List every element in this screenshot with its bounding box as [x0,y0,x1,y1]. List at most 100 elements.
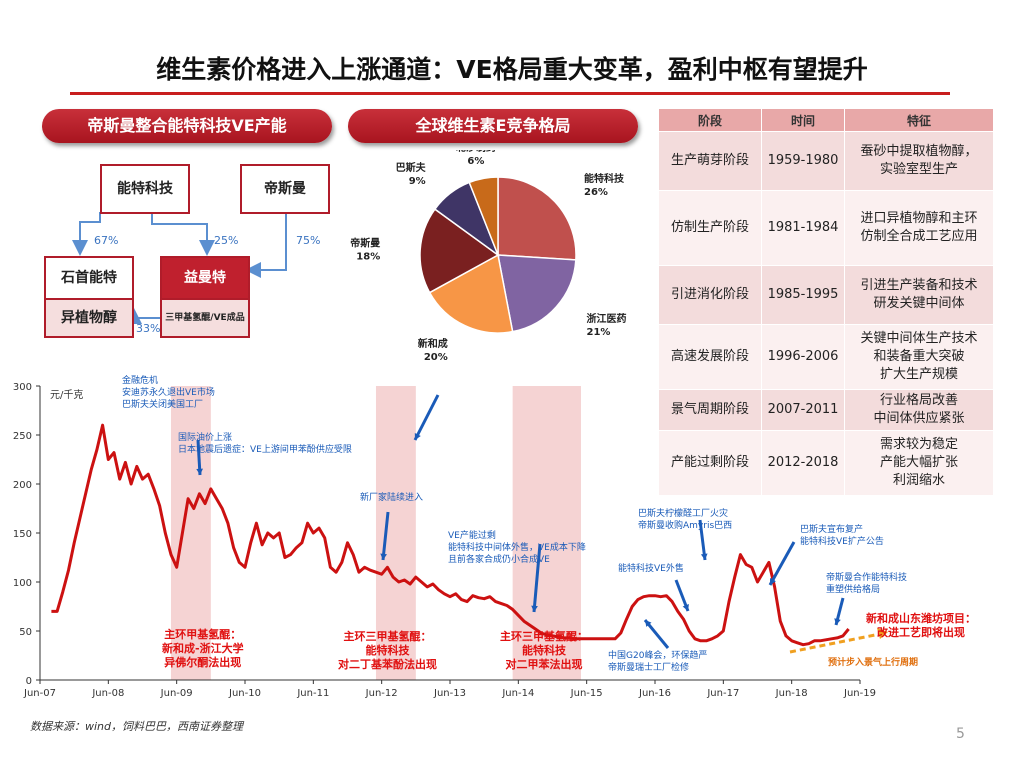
x-tick-label: Jun-16 [638,688,671,699]
pie-slice-name: 能特科技 [584,172,625,185]
arrow-dsm-yimante [245,212,287,278]
pie-slice-name: 巴斯夫 [396,161,427,174]
pie-slice [497,254,577,333]
table-cell-stage: 高速发展阶段 [658,324,762,390]
pct-67: 67% [94,234,119,247]
x-tick-label: Jun-18 [775,688,808,699]
arrow-nengte-shishou [72,212,101,256]
x-tick-label: Jun-09 [160,688,193,699]
x-tick-label: Jun-10 [228,688,261,699]
table-header-stage: 阶段 [658,108,762,132]
table-cell-time: 1959-1980 [761,131,845,191]
pct-75: 75% [296,234,321,247]
pie-chart: 能特科技 26% 浙江医药 21% 新和成 20% 帝斯曼 18% 巴斯夫 9% 北沙制药 6% [350,150,627,360]
pie-slice-label: 9% [409,176,426,187]
trend-arrow [789,632,881,654]
annotation-arrow [532,543,542,613]
stage-table: 阶段 时间 特征 生产萌芽阶段 1959-1980 蚕砂中提取植物醇， 实验室型生产仿… [658,108,994,496]
table-cell-stage: 引进消化阶段 [658,265,762,325]
table-cell-feature: 需求较为稳定 产能大幅扩张 利润缩水 [844,430,994,496]
annotation-arrowhead [196,468,204,475]
y-tick-label: 50 [19,627,32,638]
y-tick-label: 250 [13,431,32,442]
table-row: 生产萌芽阶段 1959-1980 蚕砂中提取植物醇， 实验室型生产 [658,131,994,191]
table-cell-feature: 进口异植物醇和主环 仿制全合成工艺应用 [844,190,994,266]
table-cell-time: 1981-1984 [761,190,845,266]
annotation-arrow [381,511,390,561]
y-tick-label: 300 [13,382,32,393]
pie-slice-name: 北沙制药 [456,150,496,154]
table-cell-time: 1996-2006 [761,324,845,390]
price-line-chart: 0 50 100 150 200 250 300 Jun-07 Jun-08 Jun-09 Jun-… [13,382,888,699]
table-header-feature: 特征 [844,108,994,132]
table-row: 引进消化阶段 1985-1995 引进生产装备和技术 研发关键中间体 [658,265,994,325]
pie-slice-name: 帝斯曼 [350,236,380,249]
stage-table-wrap: 阶段 时间 特征 生产萌芽阶段 1959-1980 蚕砂中提取植物醇， 实验室型生产仿… [658,108,994,496]
dsm-box: 帝斯曼 [240,164,330,214]
pct-25: 25% [214,234,239,247]
price-series-line [51,423,850,647]
shishou-box: 石首能特 [44,256,134,300]
x-tick-label: Jun-07 [23,688,56,699]
arrow-nengte-yimante [151,212,215,256]
title-divider [70,92,950,95]
source-note: 数据来源：wind，饲料巴巴，西南证券整理 [30,720,244,733]
nengte-box: 能特科技 [100,164,190,214]
pie-slice-label: 6% [467,156,484,167]
arrow-yimante-yizhi [126,308,162,324]
pie-slice-label: 21% [587,327,611,338]
annotation-arrowhead [700,553,708,560]
pie-slice-label: 20% [424,352,448,360]
annotation-arrowhead [834,618,841,625]
table-cell-time: 2012-2018 [761,430,845,496]
org-chart-connectors [72,212,287,324]
table-cell-feature: 关键中间体生产技术 和装备重大突破 扩大生产规模 [844,324,994,390]
x-tick-label: Jun-08 [91,688,124,699]
page-number: 5 [956,726,965,742]
pie-slice-name: 浙江医药 [587,312,627,325]
y-axis-label: 元/千克 [50,389,83,401]
trend-arrowhead [877,628,888,639]
table-row: 高速发展阶段 1996-2006 关键中间体生产技术 和装备重大突破 扩大生产规模 [658,324,994,390]
y-tick-label: 200 [13,480,32,491]
left-panel-header: 帝斯曼整合能特科技VE产能 [42,109,332,143]
table-row: 仿制生产阶段 1981-1984 进口异植物醇和主环 仿制全合成工艺应用 [658,190,994,266]
x-tick-label: Jun-14 [501,688,534,699]
x-tick-label: Jun-13 [433,688,466,699]
table-cell-stage: 仿制生产阶段 [658,190,762,266]
table-cell-stage: 景气周期阶段 [658,389,762,431]
pct-33: 33% [136,322,161,335]
pie-slice [497,176,577,261]
org-chart: 能特科技 帝斯曼 石首能特 异植物醇 益曼特 三甲基氢醌/VE成品 67% 25… [42,152,332,342]
pie-slice [419,208,500,294]
y-tick-label: 0 [26,676,32,687]
table-cell-feature: 引进生产装备和技术 研发关键中间体 [844,265,994,325]
annotation-arrowhead [645,620,652,627]
annotation-arrowhead [770,578,776,585]
x-tick-label: Jun-12 [365,688,398,699]
yizhi-box: 异植物醇 [44,298,134,338]
pie-slice-label: 18% [356,251,380,262]
annotation-arrow [768,541,796,586]
pie-slice-label: 26% [584,187,608,198]
table-row: 产能过剩阶段 2012-2018 需求较为稳定 产能大幅扩张 利润缩水 [658,430,994,496]
shaded-period [170,386,211,680]
annotation-arrowhead [531,605,538,612]
annotation-arrowhead [380,553,387,560]
table-cell-feature: 蚕砂中提取植物醇， 实验室型生产 [844,131,994,191]
table-cell-time: 2007-2011 [761,389,845,431]
table-cell-stage: 产能过剩阶段 [658,430,762,496]
table-header-time: 时间 [761,108,845,132]
annotation-arrowhead [682,604,689,611]
y-tick-label: 150 [13,529,32,540]
pie-slice [428,253,514,334]
x-tick-label: Jun-15 [570,688,603,699]
table-cell-time: 1985-1995 [761,265,845,325]
page-title: 维生素价格进入上涨通道：VE格局重大变革，盈利中枢有望提升 [156,55,868,84]
shaded-period [512,386,581,680]
annotation-arrow [698,519,707,561]
x-tick-label: Jun-17 [706,688,739,699]
y-tick-label: 100 [13,578,32,589]
pie-slice-name: 新和成 [418,337,448,350]
pie-panel-header: 全球维生素E竞争格局 [348,109,638,143]
